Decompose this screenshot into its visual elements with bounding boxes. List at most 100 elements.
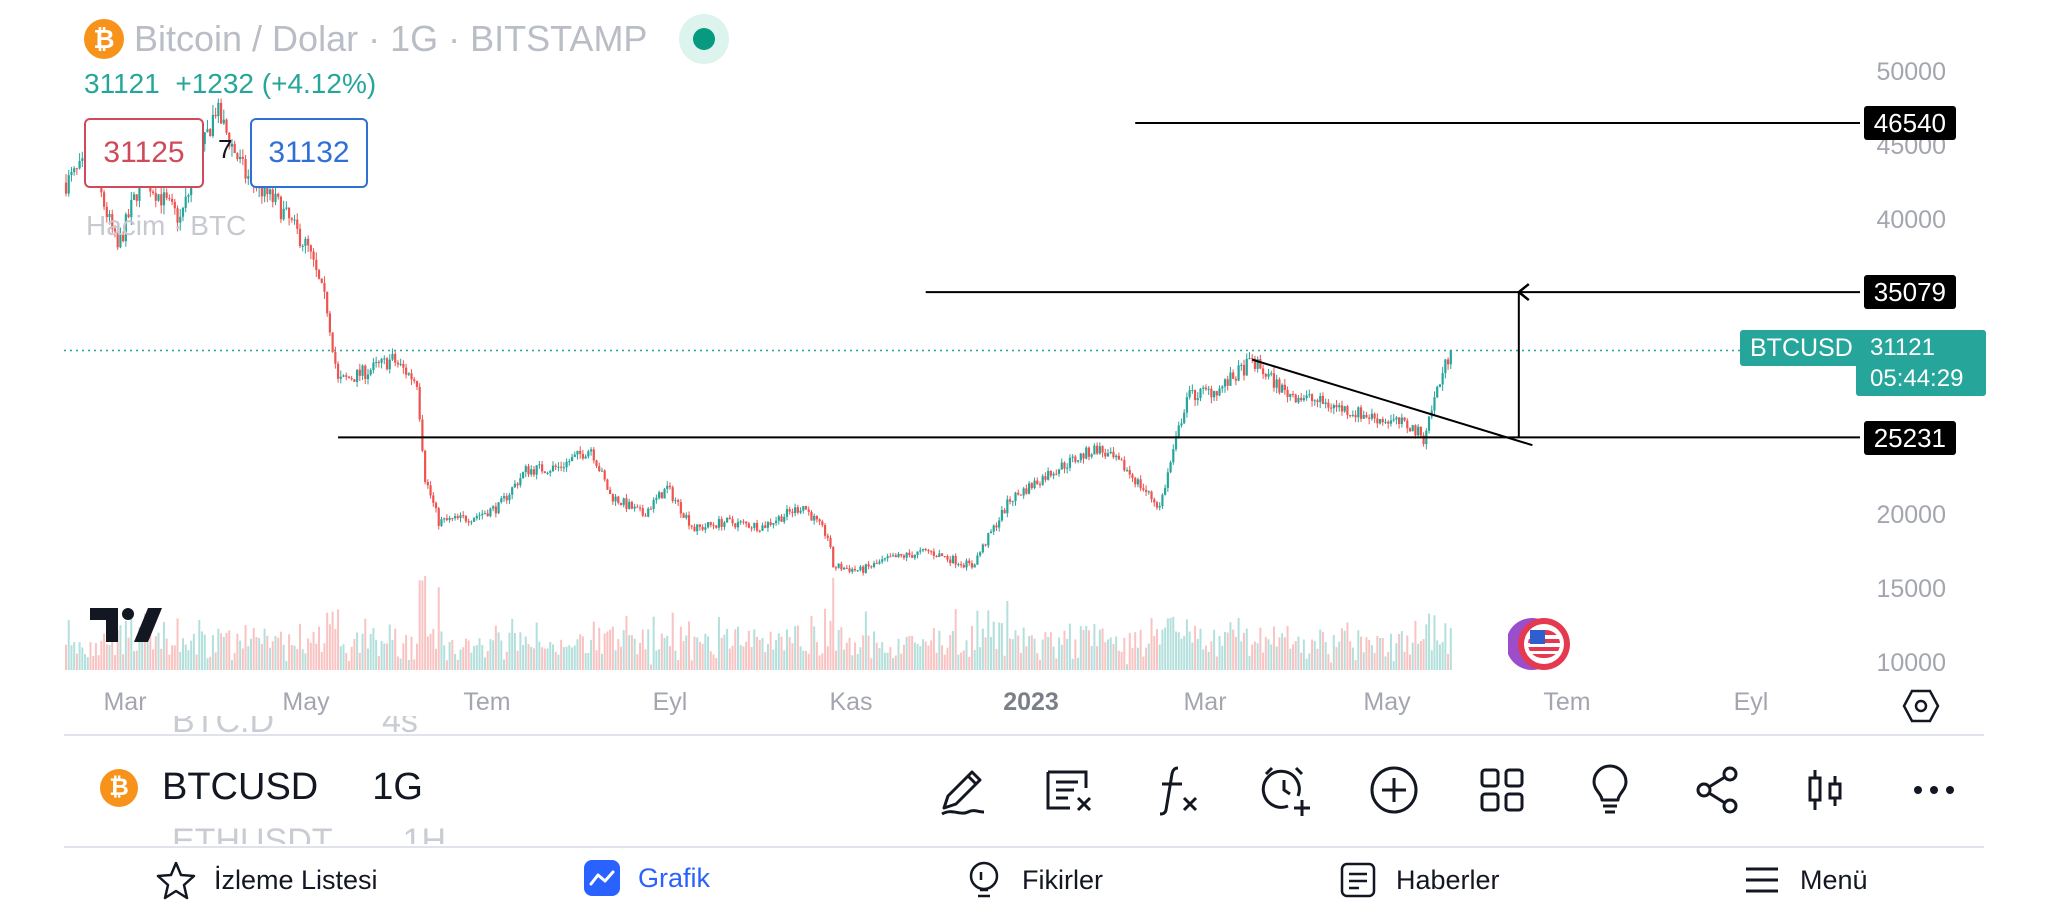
nav-menu[interactable]: Menü: [1742, 860, 1868, 900]
volume-bar: [176, 618, 179, 670]
volume-bar: [772, 649, 775, 670]
volume-bar: [1109, 637, 1112, 670]
volume-bar: [726, 628, 729, 670]
volume-bar: [1104, 642, 1107, 670]
volume-bar: [1128, 632, 1131, 670]
add-icon[interactable]: [1366, 762, 1422, 818]
candle-body: [122, 234, 125, 242]
ideas-icon[interactable]: [1582, 762, 1638, 818]
volume-bar: [146, 630, 149, 670]
chart-header[interactable]: ₿ Bitcoin / Dolar · 1G · BITSTAMP: [84, 14, 730, 64]
volume-bar: [1153, 636, 1156, 670]
volume-bar: [1262, 652, 1265, 670]
volume-bar: [592, 621, 595, 670]
volume-bar: [217, 628, 220, 670]
candle-body: [1232, 372, 1235, 379]
volume-bar: [1145, 647, 1148, 670]
volume-bar: [639, 642, 642, 670]
volume-bar: [1177, 632, 1180, 670]
indicators-icon[interactable]: [1150, 762, 1206, 818]
volume-bar: [764, 652, 767, 670]
candle-body: [973, 564, 976, 568]
volume-bar: [1183, 636, 1186, 670]
candle-body: [1101, 446, 1104, 453]
candle-body: [1147, 491, 1150, 493]
candle-body: [728, 517, 731, 520]
volume-bar: [222, 636, 225, 670]
remove-drawings-icon[interactable]: [1042, 762, 1098, 818]
candle-body: [1335, 405, 1338, 408]
volume-bar: [625, 615, 628, 670]
candle-body: [774, 520, 778, 524]
add-alert-icon[interactable]: [1258, 762, 1314, 818]
volume-bar: [285, 661, 288, 670]
volume-bar: [992, 621, 995, 670]
chart-settings-icon[interactable]: [1902, 688, 1940, 724]
symbol-list-item-below[interactable]: ETHUSDT 1H: [172, 822, 446, 844]
candle-body: [1321, 395, 1325, 405]
sell-button[interactable]: 31125: [84, 118, 204, 188]
volume-bar: [905, 636, 908, 670]
candle-body: [690, 525, 693, 527]
volume-bar: [1090, 645, 1093, 670]
volume-bar: [598, 627, 601, 670]
candle-body: [394, 353, 397, 363]
volume-bar: [538, 641, 541, 670]
volume-bar: [1240, 641, 1243, 670]
drawings[interactable]: [338, 122, 1860, 447]
more-icon[interactable]: [1906, 762, 1962, 818]
chart-type-icon[interactable]: [1798, 762, 1854, 818]
candle-body: [660, 492, 663, 499]
candle-body: [75, 168, 78, 170]
volume-bar: [1433, 615, 1436, 670]
share-icon[interactable]: [1690, 762, 1746, 818]
price-tag-25231[interactable]: 25231: [1863, 421, 1956, 455]
buy-button[interactable]: 31132: [250, 118, 368, 188]
volume-bar: [443, 645, 446, 670]
candle-body: [1017, 492, 1020, 495]
volume-bar: [1166, 618, 1169, 670]
candle-body: [951, 555, 955, 564]
drawing-icon[interactable]: [934, 762, 990, 818]
candle-body: [1090, 454, 1093, 457]
volume-bar: [658, 649, 661, 670]
candle-body: [1139, 479, 1142, 489]
nav-chart[interactable]: Grafik: [584, 860, 710, 896]
us-economic-event-icon[interactable]: [1508, 616, 1570, 672]
candle-body: [1030, 483, 1033, 489]
symbol-interval[interactable]: 1G: [372, 766, 423, 808]
price-tag-46540[interactable]: 46540: [1863, 106, 1956, 140]
volume-bar: [606, 631, 609, 670]
candle-body: [1011, 501, 1014, 503]
symbol-selector[interactable]: ₿ BTCUSD 1G: [100, 766, 423, 809]
volume-bar: [821, 653, 824, 670]
volume-bar: [135, 650, 138, 670]
symbol-list-item-above[interactable]: BTC.D 4s: [172, 716, 418, 756]
volume-bar: [780, 636, 783, 670]
nav-ideas[interactable]: Fikirler: [964, 860, 1103, 900]
volume-bar: [1196, 638, 1199, 670]
symbol-title[interactable]: Bitcoin / Dolar · 1G · BITSTAMP: [134, 18, 648, 59]
candle-body: [239, 156, 242, 160]
nav-watchlist[interactable]: İzleme Listesi: [156, 860, 378, 900]
candle-body: [1357, 407, 1360, 418]
candle-body: [984, 544, 987, 546]
nav-news[interactable]: Haberler: [1338, 860, 1500, 900]
candle-body: [889, 556, 892, 558]
candle-body: [1359, 407, 1363, 419]
volume-bar: [358, 652, 361, 670]
candle-body: [511, 487, 514, 495]
volume-bar: [1014, 630, 1017, 670]
price-tag-35079[interactable]: 35079: [1863, 275, 1956, 309]
volume-bar: [562, 647, 565, 670]
tradingview-logo[interactable]: [90, 606, 162, 646]
volume-bar: [1264, 637, 1267, 670]
volume-bar: [818, 655, 821, 670]
candle-body: [345, 375, 348, 377]
candle-body: [187, 195, 190, 197]
layout-icon[interactable]: [1474, 762, 1530, 818]
candle-body: [505, 496, 508, 501]
volume-bar: [318, 626, 321, 670]
x-tick: Mar: [103, 688, 147, 716]
